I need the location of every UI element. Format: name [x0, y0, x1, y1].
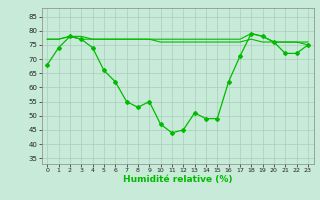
X-axis label: Humidité relative (%): Humidité relative (%) — [123, 175, 232, 184]
